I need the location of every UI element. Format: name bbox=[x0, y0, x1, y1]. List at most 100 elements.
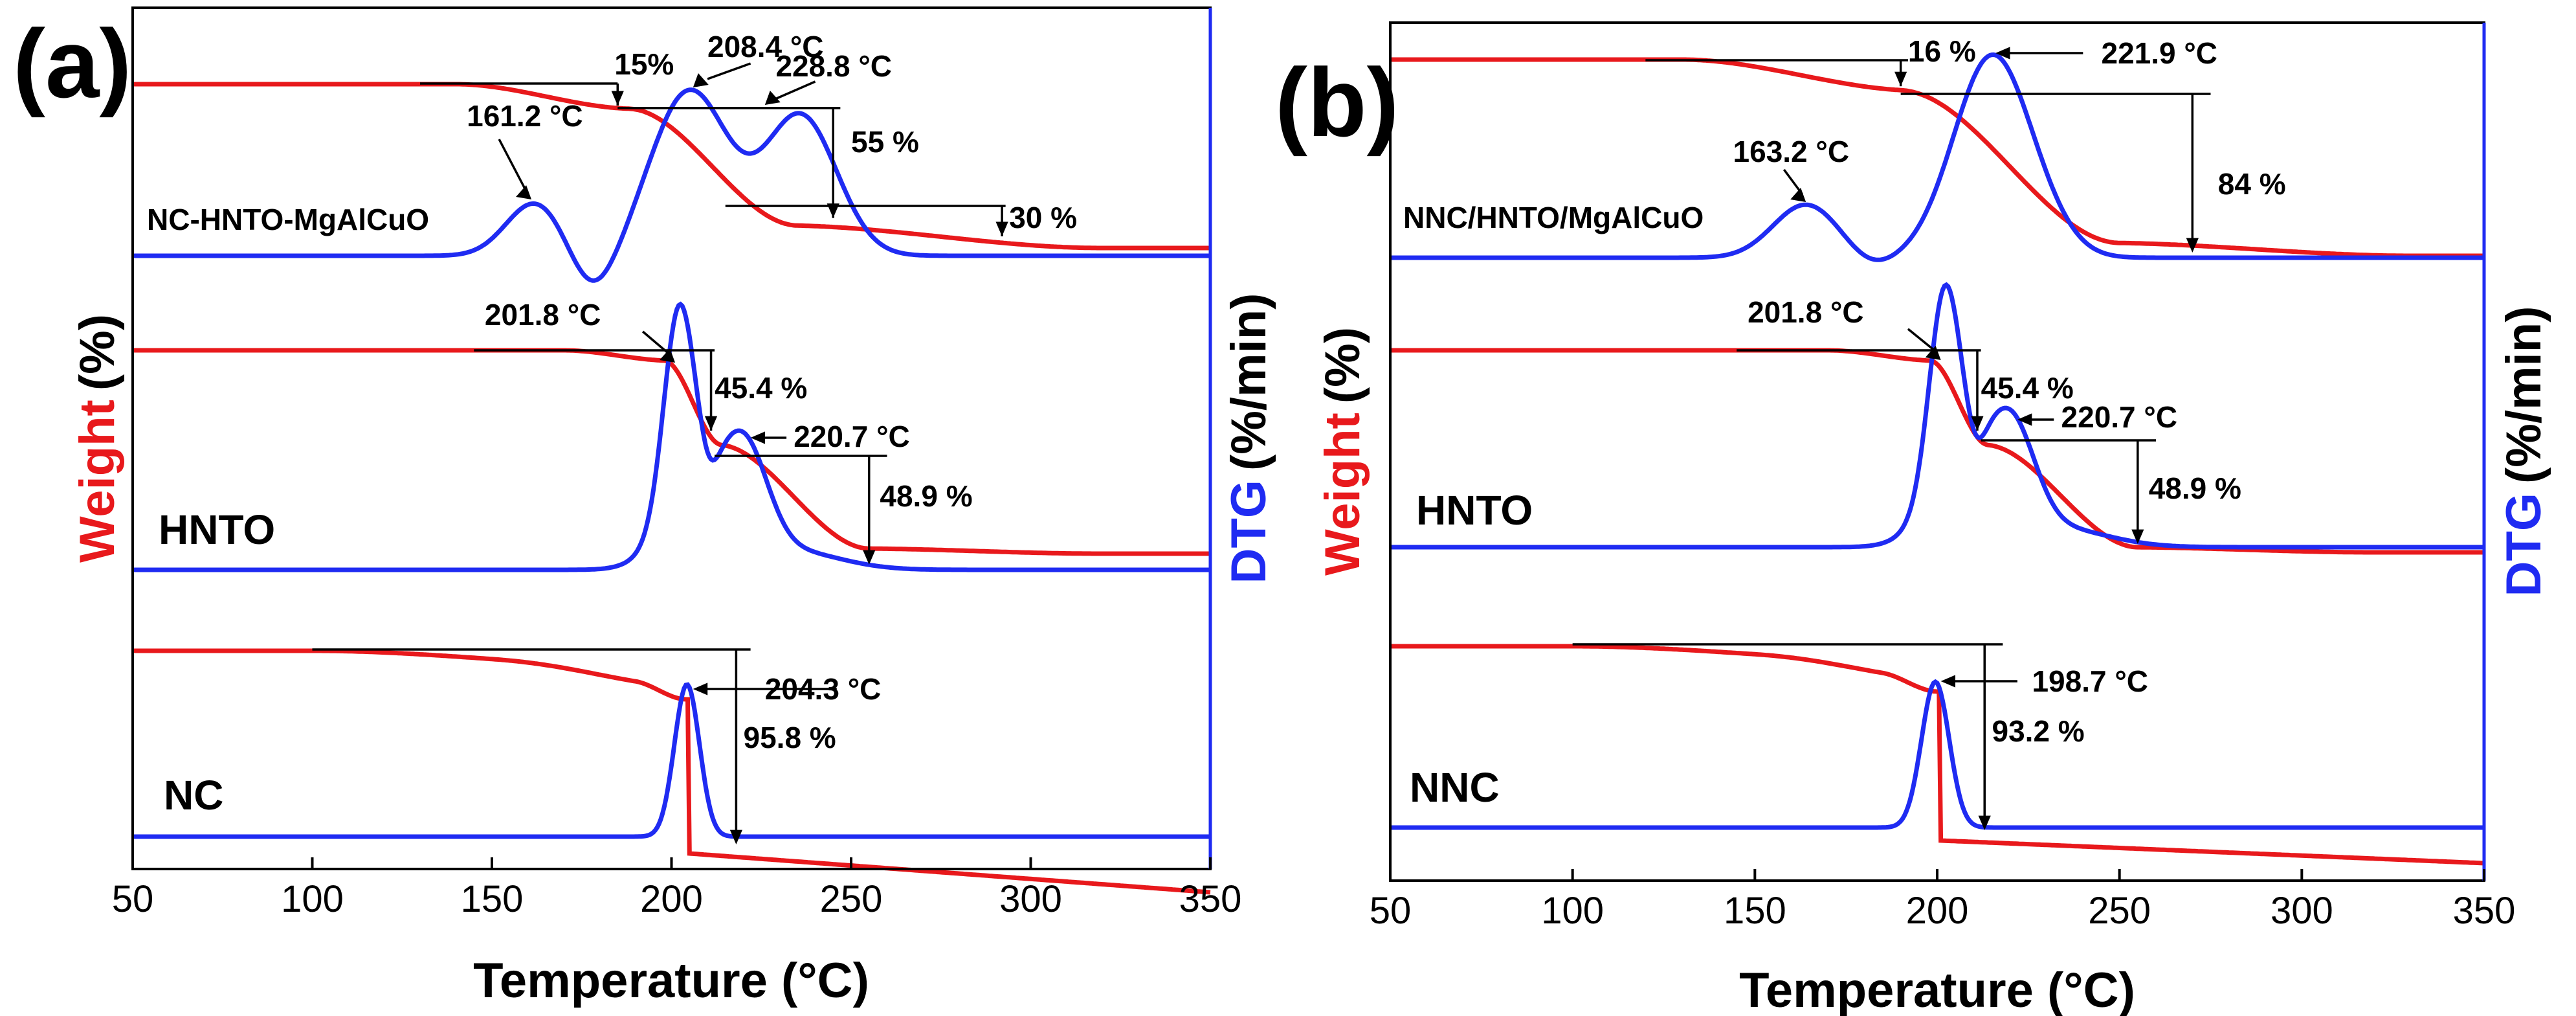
x-tick-label: 200 bbox=[1906, 890, 1969, 932]
peak-label: 198.7 °C bbox=[2032, 664, 2148, 698]
dtg-curve-nnc-hnto-mgalcuo bbox=[1390, 52, 2484, 262]
peak-arrow bbox=[1790, 188, 1806, 202]
peak-label: 204.3 °C bbox=[765, 672, 882, 706]
panel-a-y-axis-label-right: DTG (%/min) bbox=[1221, 293, 1276, 584]
panel-b-x-axis-label: Temperature (°C) bbox=[1739, 963, 2135, 1016]
x-tick-label: 100 bbox=[1541, 890, 1604, 932]
peak-arrow bbox=[693, 73, 709, 87]
x-tick-label: 200 bbox=[640, 878, 703, 920]
x-tick-label: 300 bbox=[999, 878, 1062, 920]
peak-arrow bbox=[750, 431, 765, 444]
peak-label: 220.7 °C bbox=[794, 420, 910, 453]
panel-a-frame bbox=[131, 6, 1212, 870]
loss-label: 48.9 % bbox=[2149, 471, 2241, 505]
dtg-curve-nc bbox=[133, 682, 1210, 839]
weight-curve-hnto bbox=[133, 348, 1210, 556]
panel-a-letter: (a) bbox=[13, 9, 131, 118]
step-arrow bbox=[611, 91, 624, 106]
panel-b-weight-word: Weight bbox=[1315, 412, 1370, 576]
panel-a-curves bbox=[133, 82, 1211, 895]
panel-a-dtg-word: DTG bbox=[1221, 480, 1276, 583]
peak-arrow bbox=[516, 185, 532, 199]
panel-b: (b) 16 % 84 % 221.9 °C 163.2 °C NNC/HNTO/MgA… bbox=[1275, 21, 2551, 1016]
dtg-curve-hnto bbox=[1390, 282, 2484, 550]
peak-arrow bbox=[1995, 47, 2010, 60]
peak-leader bbox=[707, 62, 751, 80]
loss-label: 95.8 % bbox=[744, 721, 836, 754]
step-arrow bbox=[827, 203, 839, 218]
x-tick-label: 250 bbox=[820, 878, 883, 920]
dtg-curve-nnc bbox=[1390, 679, 2484, 830]
weight-curve-nc bbox=[133, 648, 1211, 895]
panel-a-x-axis-label: Temperature (°C) bbox=[473, 953, 869, 1008]
sample-label: NNC/HNTO/MgAlCuO bbox=[1403, 201, 1704, 234]
peak-arrow bbox=[1925, 346, 1941, 360]
loss-label: 84 % bbox=[2218, 167, 2286, 201]
panel-b-x-ticks: 50 100 150 200 250 300 350 bbox=[1370, 869, 2516, 932]
panel-a-weight-unit: (%) bbox=[70, 314, 125, 390]
sample-label: HNTO bbox=[1416, 487, 1533, 534]
loss-label: 93.2 % bbox=[1992, 714, 2085, 748]
loss-label: 15% bbox=[614, 47, 674, 81]
x-tick-label: 350 bbox=[1179, 878, 1242, 920]
dtg-curve-hnto bbox=[133, 301, 1210, 572]
sample-label: NC-HNTO-MgAlCuO bbox=[147, 203, 429, 236]
peak-label: 221.9 °C bbox=[2102, 36, 2218, 70]
x-tick-label: 150 bbox=[461, 878, 524, 920]
peak-label: 201.8 °C bbox=[1748, 295, 1864, 329]
weight-curve-nnc bbox=[1390, 644, 2485, 866]
step-arrow bbox=[1971, 416, 1984, 431]
peak-label: 163.2 °C bbox=[1733, 135, 1850, 168]
x-tick-label: 350 bbox=[2453, 890, 2516, 932]
sample-label: HNTO bbox=[159, 506, 275, 553]
loss-label: 55 % bbox=[851, 125, 919, 159]
step-arrow bbox=[1978, 815, 1991, 830]
peak-label: 220.7 °C bbox=[2061, 400, 2178, 434]
loss-label: 45.4 % bbox=[715, 371, 807, 405]
panel-b-letter: (b) bbox=[1275, 48, 1399, 157]
step-arrow bbox=[2186, 238, 2199, 253]
panel-a-x-ticks: 50 100 150 200 250 300 350 bbox=[112, 857, 1242, 920]
panel-b-curves bbox=[1390, 52, 2485, 866]
loss-label: 45.4 % bbox=[1981, 371, 2074, 405]
loss-label: 30 % bbox=[1009, 201, 1077, 234]
peak-arrow bbox=[1940, 675, 1956, 688]
loss-label: 16 % bbox=[1908, 34, 1976, 68]
x-tick-label: 100 bbox=[281, 878, 344, 920]
step-arrow bbox=[704, 416, 718, 431]
peak-leader bbox=[772, 80, 816, 102]
peak-arrow bbox=[2017, 413, 2032, 426]
panel-a-dtg-unit: (%/min) bbox=[1221, 293, 1276, 471]
peak-label: 201.8 °C bbox=[485, 298, 601, 332]
peak-leader bbox=[641, 330, 669, 354]
peak-label: 228.8 °C bbox=[775, 49, 892, 83]
x-tick-label: 250 bbox=[2088, 890, 2151, 932]
panel-b-annotations: 16 % 84 % 221.9 °C 163.2 °C NNC/HNTO/MgAlCuO… bbox=[1403, 34, 2286, 830]
weight-curve-nc-hnto-mgalcuo bbox=[133, 82, 1210, 251]
sample-label: NC bbox=[164, 772, 223, 818]
step-arrow bbox=[995, 221, 1008, 236]
loss-label: 48.9 % bbox=[880, 479, 972, 513]
weight-curve-nnc-hnto-mgalcuo bbox=[1390, 57, 2484, 258]
x-tick-label: 50 bbox=[112, 878, 154, 920]
peak-leader bbox=[498, 139, 529, 195]
x-tick-label: 50 bbox=[1370, 890, 1412, 932]
x-tick-label: 150 bbox=[1724, 890, 1786, 932]
sample-label: NNC bbox=[1410, 764, 1500, 811]
panel-a-y-axis-label-left: Weight (%) bbox=[70, 314, 125, 563]
peak-label: 208.4 °C bbox=[707, 30, 824, 63]
step-arrow bbox=[2131, 529, 2144, 544]
peak-arrow bbox=[764, 91, 781, 105]
weight-curve-hnto bbox=[1390, 348, 2484, 555]
dtg-curve-nc-hnto-mgalcuo bbox=[133, 87, 1210, 283]
peak-label: 161.2 °C bbox=[467, 99, 583, 133]
panel-b-dtg-word: DTG bbox=[2496, 493, 2551, 596]
panel-b-y-axis-label-right: DTG (%/min) bbox=[2496, 306, 2551, 597]
panel-b-weight-unit: (%) bbox=[1315, 327, 1370, 403]
peak-arrow bbox=[660, 348, 676, 363]
peak-leader bbox=[1907, 328, 1935, 351]
panel-b-frame bbox=[1389, 21, 2485, 882]
